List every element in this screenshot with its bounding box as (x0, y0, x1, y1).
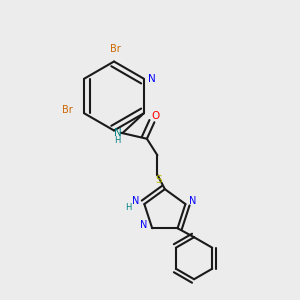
Text: N: N (189, 196, 197, 206)
Text: O: O (152, 111, 160, 121)
Text: N: N (132, 196, 140, 206)
Text: Br: Br (110, 44, 121, 55)
Text: N: N (114, 128, 122, 138)
Text: N: N (148, 74, 155, 84)
Text: H: H (124, 202, 131, 211)
Text: N: N (140, 220, 148, 230)
Text: H: H (114, 136, 121, 145)
Text: S: S (156, 175, 162, 185)
Text: Br: Br (62, 105, 73, 115)
